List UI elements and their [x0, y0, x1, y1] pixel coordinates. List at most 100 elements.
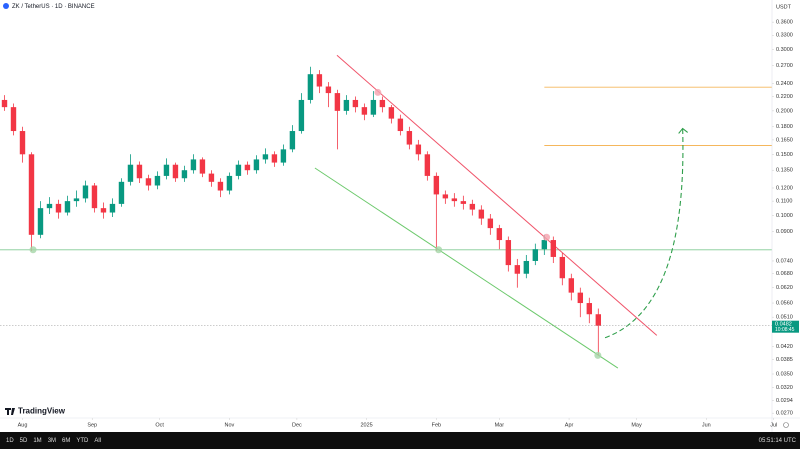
- candle-body: [388, 107, 395, 119]
- candle-body: [127, 164, 134, 182]
- candle-body: [577, 292, 584, 304]
- y-tick-label: 0.1350: [776, 168, 793, 174]
- range-button[interactable]: All: [94, 438, 101, 444]
- candle-body: [28, 154, 35, 235]
- y-tick-label: 0.2000: [776, 108, 793, 114]
- symbol-title[interactable]: ZK / TetherUS · 1D · BINANCE: [12, 4, 95, 10]
- candle-body: [298, 99, 305, 132]
- toolbar-group: 1D 5D 1M 3M 6M YTD All: [6, 438, 101, 444]
- x-tick-label: Mar: [495, 422, 505, 428]
- x-tick-label: Dec: [292, 422, 302, 428]
- candle-body: [460, 201, 467, 204]
- y-tick-label: 0.0900: [776, 229, 793, 235]
- candle-body: [406, 131, 413, 145]
- y-tick-label: 0.0350: [776, 371, 793, 377]
- projection-arrow: [604, 128, 684, 339]
- candle-body: [289, 131, 296, 150]
- x-tick-label: Jun: [702, 422, 711, 428]
- x-tick-label: Nov: [225, 422, 235, 428]
- candle-body: [10, 107, 17, 132]
- y-tick-label: 0.0510: [776, 315, 793, 321]
- candle-body: [226, 175, 233, 191]
- touch-marker: [29, 246, 37, 254]
- candle-body: [505, 240, 512, 266]
- touch-marker: [374, 88, 382, 96]
- trend-line: [336, 54, 658, 336]
- candle-body: [541, 240, 548, 250]
- candle-body: [208, 173, 215, 182]
- candle-body: [424, 154, 431, 176]
- y-tick-label: 0.0420: [776, 344, 793, 350]
- y-tick-label: 0.2700: [776, 63, 793, 69]
- candle-body: [217, 181, 224, 191]
- candle-body: [262, 154, 269, 160]
- candle-body: [154, 175, 161, 186]
- last-price-label: 0.0482: [775, 322, 792, 328]
- settings-icon[interactable]: [783, 422, 789, 428]
- last-price-box: [772, 320, 799, 333]
- candle-body: [559, 256, 566, 279]
- candle-body: [469, 203, 476, 210]
- y-tick-label: 0.1500: [776, 152, 793, 158]
- candle-body: [343, 99, 350, 111]
- candle-body: [55, 203, 62, 213]
- candle-body: [316, 74, 323, 87]
- x-tick-label: Aug: [18, 422, 28, 428]
- y-tick-label: 0.3300: [776, 33, 793, 39]
- candle-body: [325, 86, 332, 94]
- y-tick-label: 0.1650: [776, 137, 793, 143]
- candle-body: [109, 203, 116, 213]
- trend-line: [314, 167, 619, 369]
- plot-area: [0, 54, 772, 369]
- candle-body: [568, 278, 575, 293]
- candle-body: [352, 99, 359, 108]
- candle-body: [64, 201, 71, 213]
- candle-body: [46, 203, 53, 209]
- countdown: 10:08:45: [775, 327, 795, 333]
- y-tick-label: 0.1200: [776, 185, 793, 191]
- touch-marker: [543, 233, 551, 241]
- candle-body: [37, 208, 44, 235]
- x-tick-label: May: [631, 422, 642, 428]
- candle-body: [136, 164, 143, 179]
- candle-body: [19, 131, 26, 155]
- candle-body: [118, 181, 125, 204]
- range-button[interactable]: 6M: [62, 438, 70, 444]
- candle-body: [181, 170, 188, 179]
- range-button[interactable]: YTD: [76, 438, 89, 444]
- x-tick-label: Apr: [565, 422, 574, 428]
- y-tick-label: 0.0740: [776, 258, 793, 264]
- currency[interactable]: USDT: [776, 4, 792, 10]
- candle-body: [415, 144, 422, 155]
- y-tick-label: 0.1100: [776, 199, 792, 205]
- candle-body: [334, 93, 341, 111]
- candle-body: [280, 149, 287, 163]
- candle-body: [487, 218, 494, 229]
- candle-body: [271, 154, 278, 163]
- symbol-icon: [3, 3, 9, 9]
- candle-body: [1, 99, 8, 108]
- candle-body: [91, 185, 98, 209]
- candle-body: [73, 198, 80, 202]
- range-button[interactable]: 1M: [33, 438, 41, 444]
- y-tick-label: 0.2200: [776, 94, 793, 100]
- y-tick-label: 0.1800: [776, 124, 793, 130]
- range-button[interactable]: 1D: [6, 438, 14, 444]
- range-button[interactable]: 3M: [48, 438, 56, 444]
- candle-body: [379, 99, 386, 108]
- x-tick-label: Oct: [155, 422, 164, 428]
- candle-body: [532, 249, 539, 261]
- candle-body: [523, 260, 530, 274]
- x-tick-label: Feb: [432, 422, 441, 428]
- y-tick-label: 0.1000: [776, 213, 793, 219]
- y-tick-label: 0.0320: [776, 385, 793, 391]
- y-tick-label: 0.3600: [776, 20, 793, 26]
- candle-body: [397, 118, 404, 132]
- candle-body: [307, 74, 314, 100]
- y-tick-label: 0.3000: [776, 47, 793, 53]
- range-button[interactable]: 5D: [20, 438, 28, 444]
- candle-body: [163, 164, 170, 176]
- candle-body: [442, 194, 449, 199]
- candle-body: [199, 159, 206, 174]
